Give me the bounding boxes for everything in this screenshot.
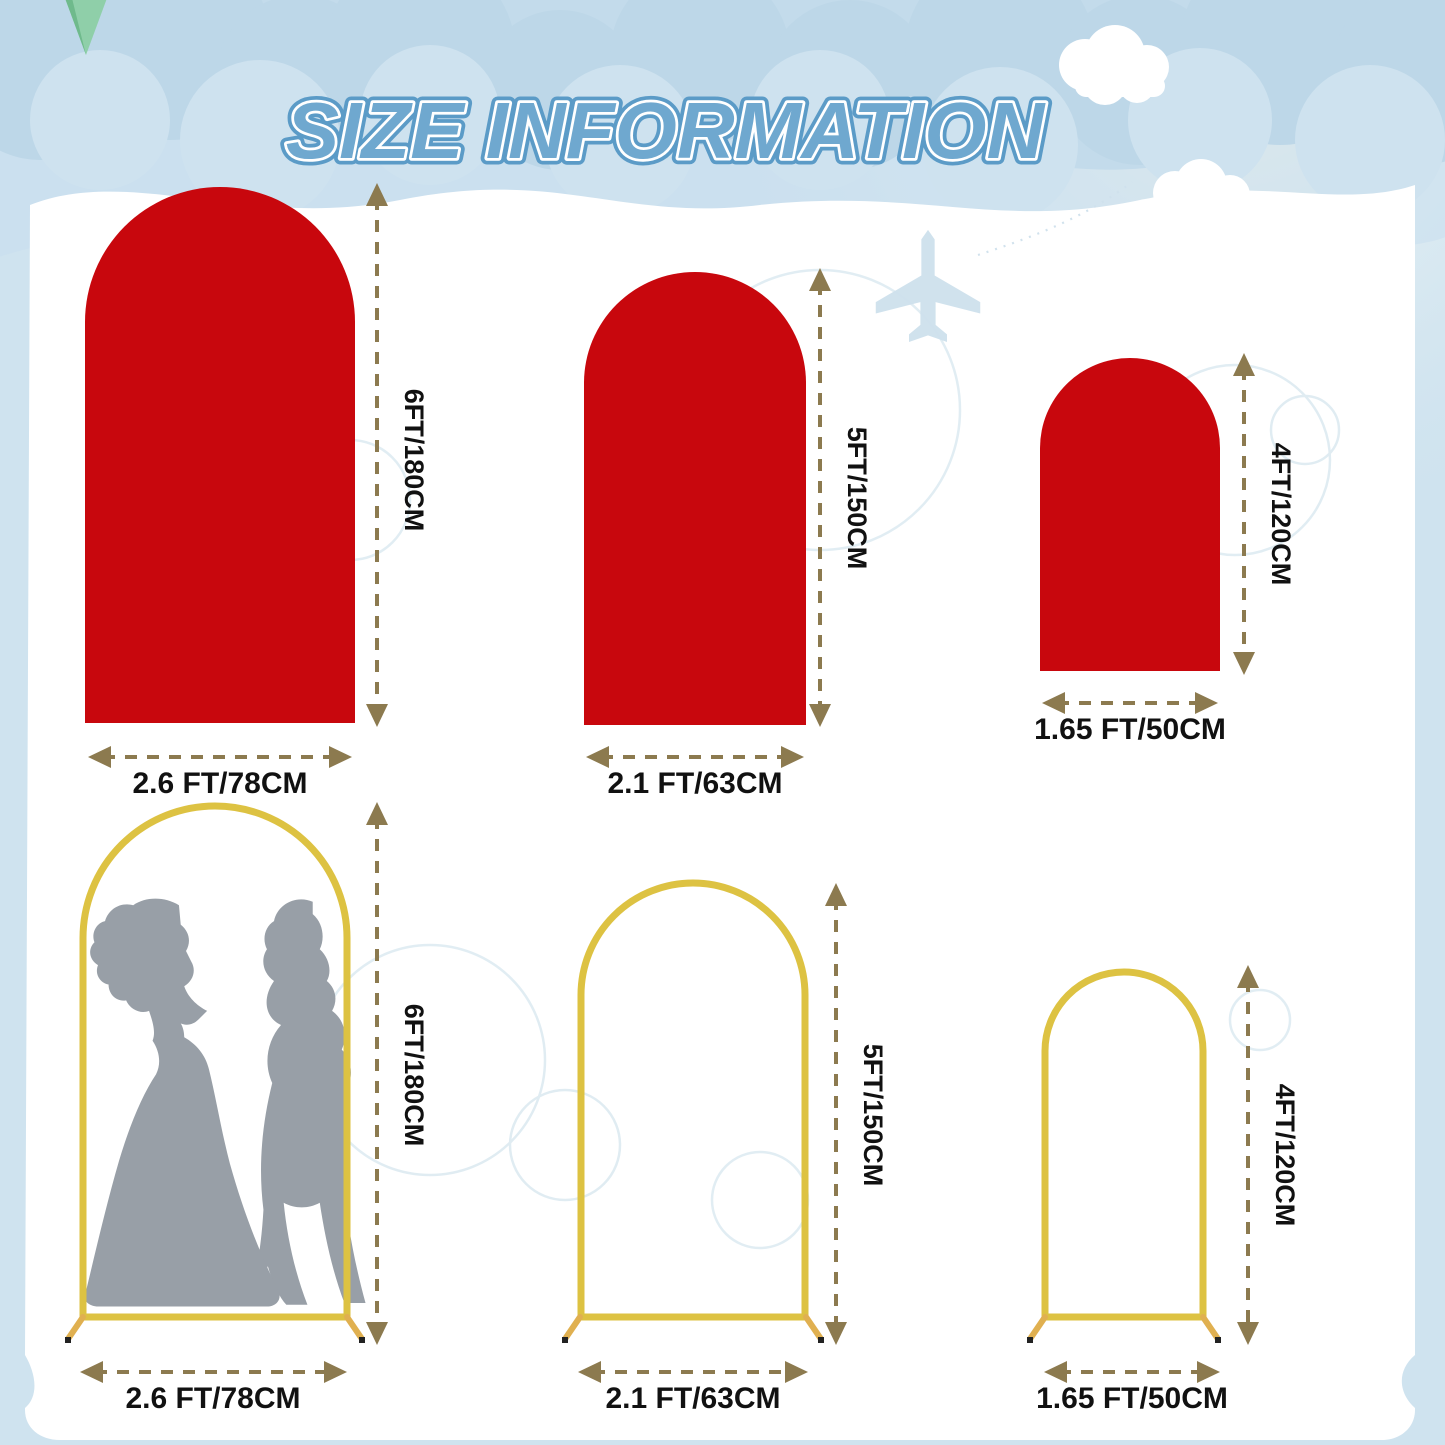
svg-text:5FT/150CM: 5FT/150CM — [858, 1044, 888, 1187]
svg-text:5FT/150CM: 5FT/150CM — [842, 427, 872, 570]
svg-text:2.6 FT/78CM: 2.6 FT/78CM — [125, 1382, 300, 1415]
svg-text:2.6 FT/78CM: 2.6 FT/78CM — [132, 767, 307, 800]
svg-text:4FT/120CM: 4FT/120CM — [1266, 443, 1296, 586]
svg-text:4FT/120CM: 4FT/120CM — [1270, 1084, 1300, 1227]
svg-text:2.1 FT/63CM: 2.1 FT/63CM — [607, 767, 782, 800]
svg-text:2.1 FT/63CM: 2.1 FT/63CM — [605, 1382, 780, 1415]
svg-text:6FT/180CM: 6FT/180CM — [399, 1004, 429, 1147]
svg-text:6FT/180CM: 6FT/180CM — [399, 389, 429, 532]
svg-text:1.65 FT/50CM: 1.65 FT/50CM — [1034, 713, 1226, 746]
svg-text:SIZE INFORMATION: SIZE INFORMATION — [286, 86, 1047, 175]
svg-text:1.65 FT/50CM: 1.65 FT/50CM — [1036, 1382, 1228, 1415]
